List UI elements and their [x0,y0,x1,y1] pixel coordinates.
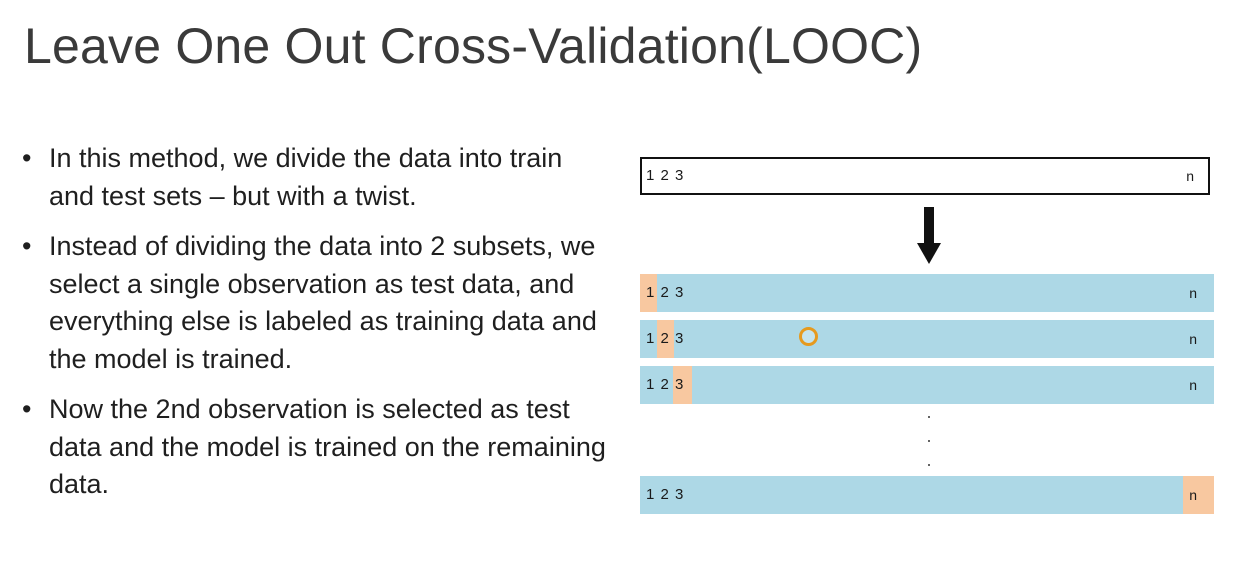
ellipsis-dot [928,416,930,418]
bullet-text: In this method, we divide the data into … [49,143,563,211]
cursor-highlight-icon [799,327,818,346]
bullet-item: • In this method, we divide the data int… [22,140,612,215]
bullet-text: Now the 2nd observation is selected as t… [49,394,606,499]
fold-last-index-label: n [1189,377,1197,393]
full-dataset-bar: 1 2 3 n [640,157,1210,195]
test-segment [657,320,674,358]
bullet-dot-icon: • [22,231,32,261]
bullet-item: • Now the 2nd observation is selected as… [22,391,612,504]
dataset-index-labels: 1 2 3 [646,167,685,184]
fold-row-1: 1 2 3 n [640,274,1214,312]
fold-index-labels: 1 2 3 [646,376,685,393]
fold-row-n: 1 2 3 n [640,476,1214,514]
bullet-dot-icon: • [22,394,32,424]
bullet-dot-icon: • [22,143,32,173]
test-segment [1183,476,1214,514]
ellipsis-dot [928,464,930,466]
fold-last-index-label: n [1189,285,1197,301]
fold-last-index-label: n [1189,331,1197,347]
bullet-text: Instead of dividing the data into 2 subs… [49,231,597,374]
test-segment [640,274,657,312]
fold-index-labels: 1 2 3 [646,330,685,347]
slide-title: Leave One Out Cross-Validation(LOOC) [24,18,923,74]
fold-row-2: 1 2 3 n [640,320,1214,358]
fold-index-labels: 1 2 3 [646,284,685,301]
fold-index-labels: 1 2 3 [646,486,685,503]
ellipsis-dot [928,440,930,442]
down-arrow-icon [917,207,941,264]
test-segment [673,366,692,404]
bullet-item: • Instead of dividing the data into 2 su… [22,228,612,378]
fold-last-index-label: n [1189,487,1197,503]
bullet-list: • In this method, we divide the data int… [22,140,612,517]
dataset-last-index-label: n [1186,168,1194,184]
fold-row-3: 1 2 3 n [640,366,1214,404]
